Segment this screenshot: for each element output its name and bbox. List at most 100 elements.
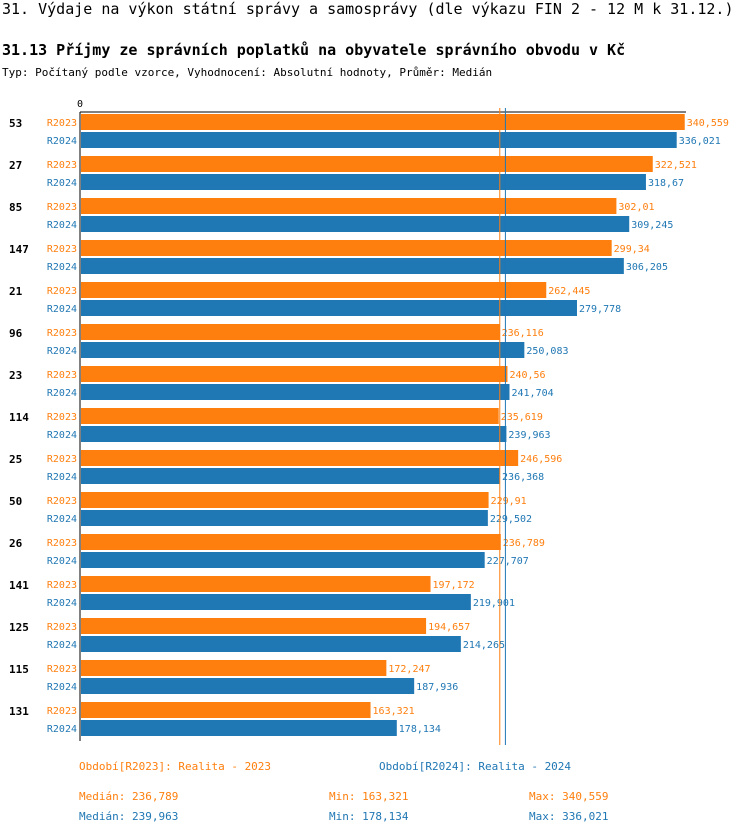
page-title: 31. Výdaje na výkon státní správy a samo… — [2, 0, 734, 18]
series-label: R2023 — [47, 496, 77, 507]
bar-r2023 — [81, 366, 508, 382]
series-label: R2023 — [47, 706, 77, 717]
category-label: 85 — [9, 201, 22, 214]
value-label: 236,789 — [503, 538, 545, 549]
value-label: 309,245 — [631, 220, 673, 231]
series-label: R2024 — [47, 556, 77, 567]
bar-r2024 — [81, 216, 630, 232]
value-label: 302,01 — [618, 202, 654, 213]
value-label: 318,67 — [648, 178, 684, 189]
bar-r2023 — [81, 240, 612, 256]
bar-r2023 — [81, 492, 489, 508]
category-label: 23 — [9, 369, 22, 382]
category-label: 125 — [9, 621, 29, 634]
series-label: R2024 — [47, 514, 77, 525]
bar-r2024 — [81, 720, 397, 736]
chart-description: Typ: Počítaný podle vzorce, Vyhodnocení:… — [2, 66, 493, 79]
series-label: R2024 — [47, 136, 77, 147]
value-label: 340,559 — [687, 118, 729, 129]
bar-r2024 — [81, 384, 510, 400]
value-label: 214,265 — [463, 640, 505, 651]
bar-r2024 — [81, 300, 577, 316]
bar-r2023 — [81, 324, 500, 340]
value-label: 187,936 — [416, 682, 458, 693]
value-label: 163,321 — [373, 706, 415, 717]
series-label: R2023 — [47, 160, 77, 171]
category-label: 50 — [9, 495, 22, 508]
value-label: 322,521 — [655, 160, 697, 171]
legend-r2024-period: Období[R2024]: Realita - 2024 — [379, 760, 572, 773]
bar-r2024 — [81, 132, 677, 148]
value-label: 178,134 — [399, 724, 441, 735]
series-label: R2024 — [47, 346, 77, 357]
series-label: R2024 — [47, 472, 77, 483]
series-label: R2024 — [47, 178, 77, 189]
series-label: R2024 — [47, 388, 77, 399]
series-label: R2024 — [47, 724, 77, 735]
value-label: 336,021 — [679, 136, 721, 147]
bar-r2024 — [81, 342, 525, 358]
legend-r2024-max: Max: 336,021 — [529, 810, 609, 823]
bar-r2023 — [81, 450, 519, 466]
value-label: 250,083 — [526, 346, 568, 357]
value-label: 235,619 — [501, 412, 543, 423]
bar-r2023 — [81, 660, 387, 676]
series-label: R2023 — [47, 412, 77, 423]
bar-r2023 — [81, 114, 685, 130]
series-label: R2023 — [47, 622, 77, 633]
bar-chart: 0 53 R2023 340,559 R2024 336,021 27 R2023 322,5… — [9, 99, 729, 745]
series-label: R2023 — [47, 538, 77, 549]
category-label: 141 — [9, 579, 29, 592]
bar-r2024 — [81, 426, 507, 442]
value-label: 172,247 — [388, 664, 430, 675]
category-label: 114 — [9, 411, 29, 424]
legend-r2023-max: Max: 340,559 — [529, 790, 609, 803]
bar-r2024 — [81, 258, 624, 274]
series-label: R2024 — [47, 430, 77, 441]
value-label: 229,91 — [491, 496, 527, 507]
series-label: R2024 — [47, 220, 77, 231]
value-label: 239,963 — [508, 430, 550, 441]
category-label: 27 — [9, 159, 22, 172]
category-label: 25 — [9, 453, 22, 466]
legend-r2024-min: Min: 178,134 — [329, 810, 409, 823]
series-label: R2024 — [47, 598, 77, 609]
legend-r2024-median: Medián: 239,963 — [79, 810, 179, 823]
value-label: 194,657 — [428, 622, 470, 633]
series-label: R2023 — [47, 286, 77, 297]
legend-r2023-min: Min: 163,321 — [329, 790, 409, 803]
value-label: 246,596 — [520, 454, 562, 465]
category-label: 53 — [9, 117, 22, 130]
value-label: 299,34 — [614, 244, 650, 255]
series-label: R2024 — [47, 262, 77, 273]
bar-r2023 — [81, 534, 501, 550]
category-label: 26 — [9, 537, 23, 550]
bar-r2024 — [81, 174, 646, 190]
bar-r2023 — [81, 408, 499, 424]
bar-r2024 — [81, 552, 485, 568]
series-label: R2023 — [47, 580, 77, 591]
category-label: 96 — [9, 327, 23, 340]
category-label: 21 — [9, 285, 23, 298]
value-label: 241,704 — [511, 388, 553, 399]
value-label: 240,56 — [509, 370, 545, 381]
chart-subtitle: 31.13 Příjmy ze správních poplatků na ob… — [2, 41, 626, 59]
series-label: R2023 — [47, 118, 77, 129]
category-label: 147 — [9, 243, 29, 256]
bar-r2024 — [81, 636, 461, 652]
value-label: 227,707 — [487, 556, 529, 567]
series-label: R2023 — [47, 244, 77, 255]
value-label: 279,778 — [579, 304, 621, 315]
series-label: R2024 — [47, 682, 77, 693]
bar-r2024 — [81, 468, 501, 484]
value-label: 236,368 — [502, 472, 544, 483]
series-label: R2024 — [47, 640, 77, 651]
legend-r2023-median: Medián: 236,789 — [79, 790, 179, 803]
category-label: 131 — [9, 705, 29, 718]
bar-r2023 — [81, 198, 617, 214]
value-label: 229,502 — [490, 514, 532, 525]
bar-r2024 — [81, 678, 415, 694]
bar-r2023 — [81, 282, 547, 298]
value-label: 236,116 — [502, 328, 544, 339]
value-label: 306,205 — [626, 262, 668, 273]
